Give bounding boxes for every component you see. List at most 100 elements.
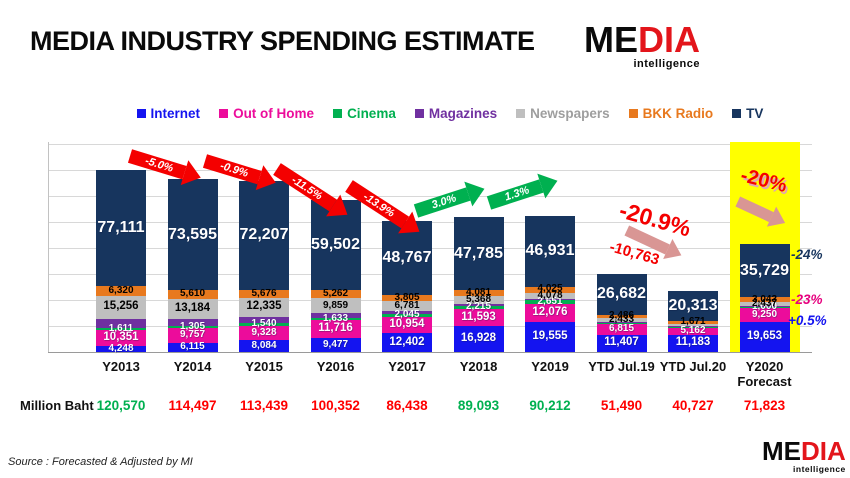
bar-segment-internet <box>382 333 432 352</box>
segment-value-label: 1,671 <box>680 316 706 328</box>
segment-value-label: 4,078 <box>537 289 563 301</box>
bar-segment-internet <box>525 322 575 352</box>
legend-item-cinema: Cinema <box>333 106 396 121</box>
legend-item-newspapers: Newspapers <box>516 106 610 121</box>
bar-segment-tv <box>739 243 790 298</box>
bar-segment-out-of-home <box>310 319 361 338</box>
million-baht-label: Million Baht <box>20 398 94 413</box>
segment-value-label: 3,043 <box>751 293 778 305</box>
segment-value-label: 19,555 <box>532 330 568 343</box>
bar-segment-out-of-home <box>525 304 575 323</box>
bar-segment-out-of-home <box>239 325 289 340</box>
bar-segment-cinema <box>382 313 432 317</box>
media-intelligence-logo-footer: MEDIA intelligence <box>762 438 846 474</box>
segment-value-label: 5,610 <box>179 288 206 300</box>
segment-value-label: 12,402 <box>389 335 425 348</box>
logo-text-black: ME <box>762 436 801 466</box>
segment-value-label: 2,437 <box>751 297 778 309</box>
bar-segment-newspapers <box>310 298 361 314</box>
bar-segment-internet <box>739 322 790 352</box>
bar-segment-tv <box>382 221 432 296</box>
bar-segment-newspapers <box>96 295 146 319</box>
segment-value-label: 2,651 <box>537 296 563 308</box>
logo-text-red: DIA <box>801 436 846 466</box>
legend-swatch-icon <box>414 109 424 118</box>
total-value: 89,093 <box>457 398 500 413</box>
bar-segment-magazines <box>668 326 718 327</box>
segment-value-label: 5,368 <box>465 293 492 305</box>
bar-segment-newspapers <box>596 318 647 322</box>
segment-value-label: 9,859 <box>322 299 349 311</box>
bar-segment-internet <box>239 339 289 352</box>
legend-swatch-icon <box>219 109 229 118</box>
bar-segment-out-of-home <box>167 328 218 343</box>
bar-segment-out-of-home <box>596 324 647 335</box>
growth-arrow-icon: 1.3% <box>485 168 562 215</box>
x-axis-label: Y2014 <box>173 359 212 374</box>
x-axis-label: Y2020 Forecast <box>737 359 792 389</box>
total-value: 114,497 <box>168 398 217 413</box>
x-axis-line <box>48 352 812 353</box>
x-axis-label: Y2015 <box>245 359 283 374</box>
legend-swatch-icon <box>732 109 742 118</box>
total-value: 100,352 <box>311 398 360 413</box>
bar-segment-magazines <box>167 318 218 327</box>
bar-segment-cinema <box>239 323 289 326</box>
segment-value-label: 48,767 <box>382 249 432 267</box>
legend-item-out-of-home: Out of Home <box>219 106 314 121</box>
segment-value-label: 12,076 <box>532 306 568 319</box>
bar-segment-bkk-radio <box>239 289 289 299</box>
segment-value-label: 72,207 <box>239 226 289 244</box>
legend: Internet Out of Home Cinema Magazines Newspa… <box>90 106 810 121</box>
segment-value-label: 11,183 <box>675 336 711 349</box>
bar-segment-newspapers <box>668 323 718 327</box>
legend-item-tv: TV <box>732 106 763 121</box>
bar-segment-internet <box>167 342 218 352</box>
segment-value-label: 9,250 <box>751 309 778 321</box>
logo-text-black: ME <box>584 19 638 60</box>
bar-segment-out-of-home <box>96 329 146 346</box>
bar-segment-newspapers <box>382 300 432 312</box>
arrow-percent-label: 3.0% <box>430 192 458 212</box>
source-note: Source : Forecasted & Adjusted by MI <box>8 456 193 468</box>
bar-segment-out-of-home <box>382 316 432 334</box>
segment-change-annotation: -23% <box>791 292 823 307</box>
x-axis-label: Y2019 <box>531 359 569 374</box>
bar-segment-magazines <box>596 321 647 323</box>
logo-subtext: intelligence <box>633 58 700 70</box>
legend-label: Magazines <box>428 106 498 121</box>
bar-segment-internet <box>668 335 718 352</box>
segment-value-label: 11,716 <box>318 321 353 334</box>
gridline <box>48 144 812 145</box>
total-value: 40,727 <box>672 398 714 413</box>
bar-segment-bkk-radio <box>668 321 718 324</box>
x-axis-label: Y2018 <box>459 359 498 374</box>
bar-segment-bkk-radio <box>739 297 790 303</box>
total-value: 71,823 <box>743 398 786 413</box>
segment-value-label: 9,328 <box>251 326 277 338</box>
bar-segment-bkk-radio <box>167 290 218 299</box>
gridline <box>48 170 812 171</box>
segment-value-label: 19,653 <box>746 330 783 343</box>
segment-value-label: 2,045 <box>394 308 420 320</box>
segment-value-label: 46,931 <box>525 242 575 260</box>
y-axis-line <box>48 142 49 353</box>
bar-segment-tv <box>668 290 718 322</box>
segment-value-label: 1,000 <box>751 301 778 313</box>
bar-segment-newspapers <box>739 302 790 306</box>
legend-item-bkk-radio: BKK Radio <box>628 106 713 121</box>
bar-segment-magazines <box>739 305 790 307</box>
total-value: 51,490 <box>600 398 643 413</box>
segment-change-annotation: -24% <box>791 247 823 262</box>
legend-label: Out of Home <box>233 106 315 121</box>
bar-segment-bkk-radio <box>525 286 575 293</box>
segment-value-label: 73,595 <box>168 225 217 243</box>
segment-value-label: 10,954 <box>389 317 425 330</box>
segment-value-label: 26,682 <box>597 285 646 303</box>
bar-segment-cinema <box>668 326 718 328</box>
segment-value-label: 4,248 <box>108 342 134 354</box>
bar-segment-cinema <box>167 326 218 329</box>
segment-value-label: 6,115 <box>180 341 205 353</box>
bar-segment-newspapers <box>453 295 504 304</box>
segment-value-label: 2,433 <box>608 313 635 325</box>
